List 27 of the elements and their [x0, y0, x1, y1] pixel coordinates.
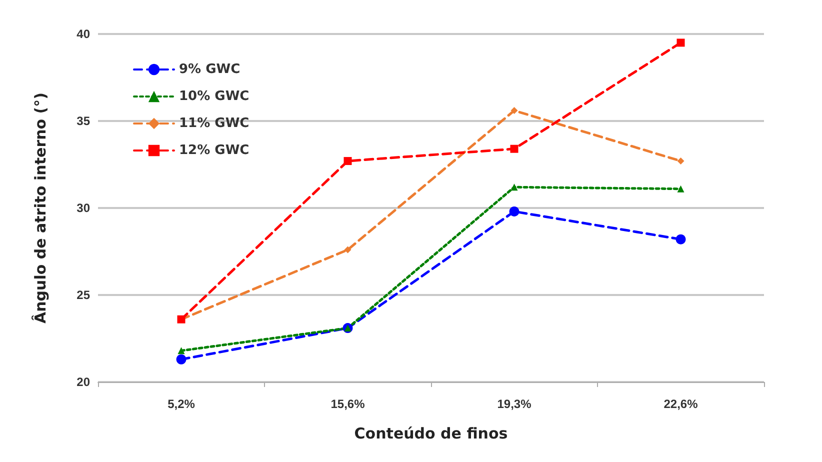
legend-label: 12% GWC: [179, 143, 250, 158]
point: [677, 158, 684, 165]
point: [510, 107, 518, 114]
y-tick-label: 35: [76, 114, 90, 128]
x-tick-label: 15,6%: [330, 397, 366, 411]
y-tick-label: 40: [76, 27, 90, 41]
point: [178, 347, 185, 354]
legend-label: 11% GWC: [179, 116, 250, 131]
x-axis-title: Conteúdo de finos: [354, 424, 508, 442]
point: [677, 185, 684, 192]
x-tick-label: 5,2%: [168, 397, 196, 411]
legend-label: 10% GWC: [179, 89, 250, 104]
y-axis-title: Ângulo de atrito interno (°): [32, 92, 50, 324]
point: [509, 206, 520, 216]
point: [176, 354, 186, 364]
point: [344, 157, 352, 166]
y-tick-label: 25: [76, 288, 90, 302]
point: [510, 184, 518, 191]
x-tick-label: 22,6%: [664, 397, 698, 411]
point: [676, 234, 686, 244]
x-tick-label: 19,3%: [497, 397, 532, 411]
y-tick-label: 30: [76, 201, 90, 215]
point: [344, 246, 352, 254]
legend-label: 9% GWC: [179, 62, 240, 77]
point: [676, 38, 685, 47]
point: [510, 144, 518, 153]
y-tick-label: 20: [76, 375, 90, 389]
